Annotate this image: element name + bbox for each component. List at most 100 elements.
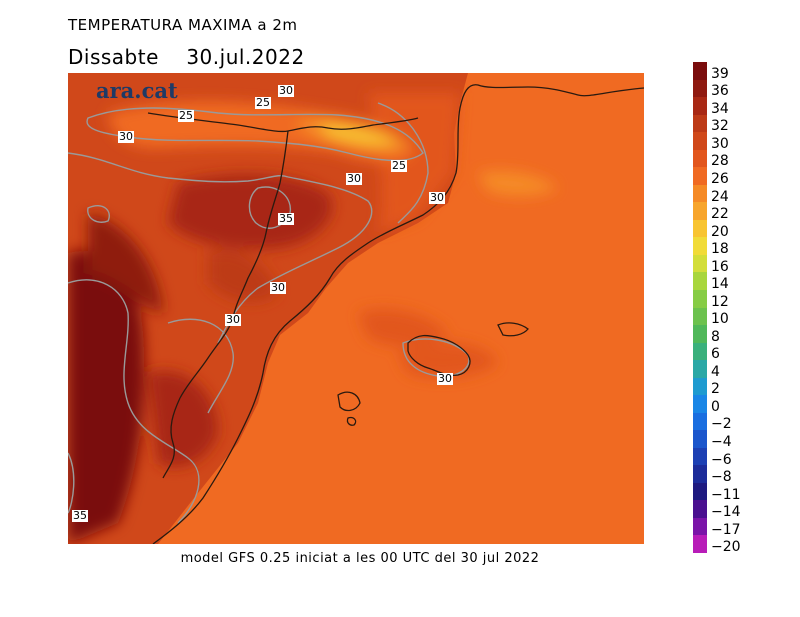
colorbar-label: −2 [711,416,732,433]
brand-logo: ara.cat [96,78,178,103]
model-info: model GFS 0.25 iniciat a les 00 UTC del … [180,551,540,566]
colorbar-swatch [693,219,707,238]
isotherm-35-southwest [68,452,75,514]
isotherm-label: 25 [255,96,271,109]
isotherm-30-coast [377,102,429,224]
border-catalonia [179,130,289,399]
hot-zone-west-2 [88,213,163,313]
colorbar-swatch [693,289,707,308]
island-formentera [346,416,357,426]
colorbar-swatch [693,237,707,256]
colorbar-swatch [693,360,707,379]
isotherm-label: 35 [278,212,294,225]
colorbar-label: 32 [711,118,729,135]
colorbar-label: −14 [711,504,741,521]
isotherm-30-a [217,176,373,344]
isotherm-30-south [167,318,234,414]
colorbar-label: −17 [711,521,741,538]
colorbar-label: 6 [711,346,720,363]
coast-warm [368,93,460,233]
colorbar-label: −4 [711,434,732,451]
isotherm-25-pyrenees [86,107,424,162]
colorbar-label: 18 [711,241,729,258]
colorbar-swatch [693,254,707,273]
isotherm-label: 30 [346,172,362,185]
colorbar-label: −6 [711,451,732,468]
colorbar-label: 8 [711,328,720,345]
isotherm-35-ebro [248,186,292,229]
colorbar-label: 24 [711,188,729,205]
colorbar-swatch [693,97,707,116]
colorbar-swatch [693,465,707,484]
colorbar-swatch [693,447,707,466]
colorbar-label: 30 [711,135,729,152]
colorbar-swatch [693,307,707,326]
colorbar-label: 20 [711,223,729,240]
colorbar-label: 36 [711,83,729,100]
colorbar-swatch [693,535,707,554]
colorbar-swatch [693,149,707,168]
isotherm-30-west [68,279,200,524]
pyrenees-coolest [318,123,398,145]
temperature-map [68,73,644,544]
isotherm-label: 30 [118,130,134,143]
colorbar-swatch [693,482,707,501]
island-ibiza [337,391,361,412]
colorbar-swatch [693,342,707,361]
colorbar-swatch [693,377,707,396]
colorbar-swatch [693,325,707,344]
colorbar-label: 39 [711,65,729,82]
isotherm-30-small [87,204,110,223]
colorbar [693,62,707,554]
isotherm-label: 30 [429,191,445,204]
colorbar-swatch [693,167,707,186]
sea-warm-2 [398,342,498,379]
colorbar-label: 14 [711,276,729,293]
sea-warm-1 [358,309,448,347]
colorbar-swatch [693,272,707,291]
colorbar-label: 28 [711,153,729,170]
colorbar-label: 2 [711,381,720,398]
colorbar-swatch [693,114,707,133]
hot-zone-west [68,251,145,544]
isotherm-label: 30 [278,84,294,97]
colorbar-label: 26 [711,170,729,187]
colorbar-label: −11 [711,486,741,503]
map-date: Dissabte 30.jul.2022 [68,45,305,69]
isotherm-label: 30 [437,372,453,385]
colorbar-label: −8 [711,469,732,486]
island-menorca [497,322,529,337]
coastline-mainland [152,84,644,544]
colorbar-swatch [693,430,707,449]
colorbar-label: 0 [711,398,720,415]
isotherm-label: 25 [178,109,194,122]
colorbar-swatch [693,395,707,414]
colorbar-label: 12 [711,293,729,310]
colorbar-swatch [693,202,707,221]
colorbar-swatch [693,184,707,203]
isotherm-label: 30 [225,313,241,326]
colorbar-swatch [693,62,707,81]
colorbar-swatch [693,79,707,98]
colorbar-swatch [693,412,707,431]
colorbar-label: 4 [711,363,720,380]
island-mallorca [407,334,471,377]
colorbar-label: 16 [711,258,729,275]
colorbar-label: 22 [711,206,729,223]
border-west [162,397,181,479]
colorbar-swatch [693,500,707,519]
isotherm-label: 35 [72,509,88,522]
colorbar-swatch [693,132,707,151]
map-title: TEMPERATURA MAXIMA a 2m [68,16,298,34]
isotherm-30-balearic [402,338,470,377]
isotherm-30-north [68,152,289,183]
hot-zone-coast [208,250,278,302]
border-spain-france [147,112,419,133]
isotherm-label: 25 [391,159,407,172]
isotherm-label: 30 [270,281,286,294]
colorbar-label: −20 [711,539,741,556]
colorbar-swatch [693,517,707,536]
sea-cool-1 [478,171,558,196]
colorbar-label: 10 [711,311,729,328]
colorbar-label: 34 [711,100,729,117]
